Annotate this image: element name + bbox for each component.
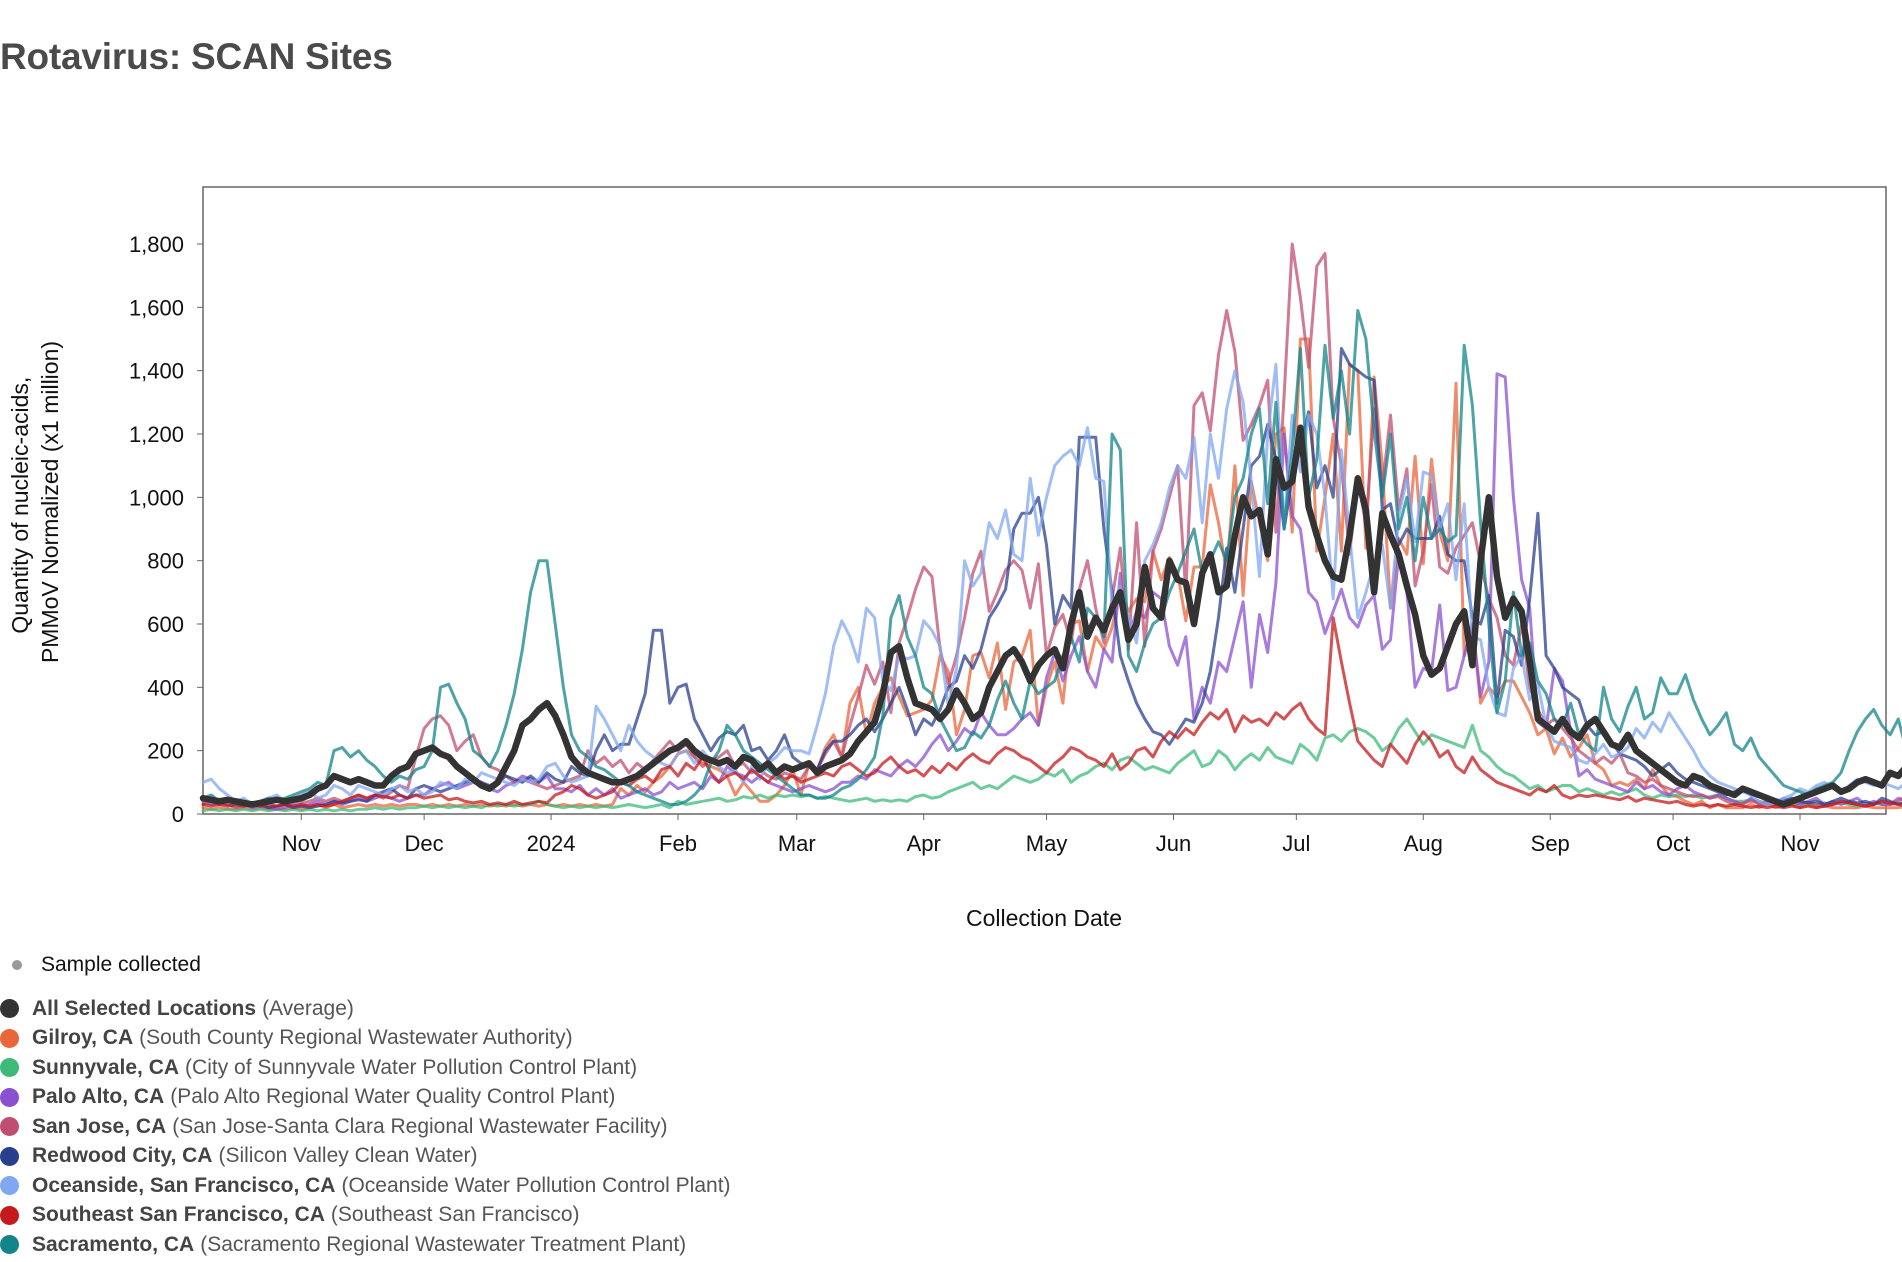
legend-item-redwood-city-ca[interactable]: Redwood City, CA (Silicon Valley Clean Wa…	[0, 1142, 731, 1172]
x-axis-ticks: Nov Dec 2024 Feb Mar Apr May Jun Jul Aug Sep Oct Nov	[282, 814, 1820, 856]
y-axis-ticks: 0 200 400 600 800 1,000 1,200 1,400 1,600 1,800	[129, 232, 203, 827]
y-tick-label: 600	[147, 612, 184, 637]
legend-item-name: Sunnyvale, CA	[32, 1055, 180, 1079]
legend-swatch-icon	[0, 1117, 19, 1137]
legend-item-desc: (Palo Alto Regional Water Quality Contro…	[170, 1085, 616, 1109]
legend-item-palo-alto-ca[interactable]: Palo Alto, CA (Palo Alto Regional Water Q…	[0, 1083, 731, 1113]
sample-collected-label: Sample collected	[41, 953, 201, 976]
chart: 0 200 400 600 800 1,000 1,200 1,400 1,600 1,800 N…	[7, 186, 1902, 931]
legend-swatch-icon	[0, 1087, 19, 1107]
legend-item-desc: (Average)	[262, 996, 354, 1020]
legend-item-desc: (Silicon Valley Clean Water)	[218, 1144, 478, 1168]
x-tick-label: Nov	[282, 831, 321, 856]
y-axis-title: Quantity of nucleic-acids, PMMoV Normali…	[7, 341, 63, 663]
y-tick-label: 0	[172, 802, 184, 827]
legend-swatch-icon	[0, 1205, 19, 1225]
x-axis-title: Collection Date	[966, 905, 1122, 931]
legend-item-gilroy-ca[interactable]: Gilroy, CA (South County Regional Wastewa…	[0, 1024, 731, 1054]
legend-items: All Selected Locations (Average) Gilroy, C…	[0, 994, 731, 1260]
y-axis-title-line-1: Quantity of nucleic-acids,	[7, 377, 33, 634]
legend-swatch-icon	[0, 1028, 19, 1048]
legend-item-name: Redwood City, CA	[32, 1144, 213, 1168]
legend-swatch-icon	[0, 1235, 19, 1255]
x-tick-label: Apr	[907, 831, 941, 856]
legend-item-name: All Selected Locations	[32, 996, 257, 1020]
legend-item-desc: (San Jose-Santa Clara Regional Wastewate…	[172, 1114, 668, 1138]
y-tick-label: 200	[147, 739, 184, 764]
legend-item-sacramento-ca[interactable]: Sacramento, CA (Sacramento Regional Waste…	[0, 1230, 731, 1260]
series-line-all-selected-locations[interactable]	[199, 424, 1902, 808]
x-tick-label: 2024	[527, 831, 576, 856]
y-tick-label: 400	[147, 675, 184, 700]
sample-dot-icon	[12, 960, 22, 970]
legend-swatch-icon	[0, 1058, 19, 1078]
legend-item-name: Sacramento, CA	[32, 1232, 195, 1256]
series-line-southeast-san-francisco-ca[interactable]	[201, 616, 1902, 810]
legend-item-san-jose-ca[interactable]: San Jose, CA (San Jose-Santa Clara Region…	[0, 1112, 731, 1142]
legend-item-all-selected-locations[interactable]: All Selected Locations (Average)	[0, 994, 731, 1024]
legend-swatch-icon	[0, 1176, 19, 1196]
series-lines	[199, 242, 1902, 813]
y-axis-title-line-2: PMMoV Normalized (x1 million)	[37, 341, 63, 663]
y-tick-label: 1,000	[129, 485, 184, 510]
x-tick-label: Nov	[1780, 831, 1819, 856]
legend-item-name: Oceanside, San Francisco, CA	[32, 1173, 336, 1197]
legend-item-name: San Jose, CA	[32, 1114, 167, 1138]
y-tick-label: 1,600	[129, 295, 184, 320]
legend-item-name: Gilroy, CA	[32, 1026, 134, 1050]
series-line-palo-alto-ca[interactable]	[201, 372, 1902, 811]
x-tick-label: Dec	[405, 831, 444, 856]
page-title: Rotavirus: SCAN Sites	[0, 36, 393, 77]
x-tick-label: Jun	[1156, 831, 1191, 856]
y-tick-label: 800	[147, 549, 184, 574]
legend-swatch-icon	[0, 999, 19, 1019]
x-tick-label: Oct	[1656, 831, 1690, 856]
x-tick-label: May	[1026, 831, 1068, 856]
sample-collected-key: Sample collected	[0, 950, 731, 980]
legend-item-sunnyvale-ca[interactable]: Sunnyvale, CA (City of Sunnyvale Water Po…	[0, 1053, 731, 1083]
legend-item-name: Southeast San Francisco, CA	[32, 1203, 325, 1227]
legend-item-desc: (Sacramento Regional Wastewater Treatmen…	[200, 1232, 687, 1256]
legend-item-desc: (City of Sunnyvale Water Pollution Contr…	[185, 1055, 638, 1079]
y-tick-label: 1,800	[129, 232, 184, 257]
legend-swatch-icon	[0, 1146, 19, 1166]
legend-item-oceanside-san-francisco-ca[interactable]: Oceanside, San Francisco, CA (Oceanside W…	[0, 1171, 731, 1201]
legend-item-desc: (Oceanside Water Pollution Control Plant…	[341, 1173, 731, 1197]
legend-item-desc: (South County Regional Wastewater Author…	[139, 1026, 573, 1050]
legend-item-southeast-san-francisco-ca[interactable]: Southeast San Francisco, CA (Southeast Sa…	[0, 1201, 731, 1231]
legend-item-desc: (Southeast San Francisco)	[330, 1203, 580, 1227]
x-tick-label: Feb	[659, 831, 697, 856]
y-tick-label: 1,400	[129, 359, 184, 384]
x-tick-label: Sep	[1531, 831, 1570, 856]
legend-item-name: Palo Alto, CA	[32, 1085, 165, 1109]
y-tick-label: 1,200	[129, 422, 184, 447]
x-tick-label: Mar	[778, 831, 816, 856]
x-tick-label: Jul	[1282, 831, 1310, 856]
x-tick-label: Aug	[1404, 831, 1443, 856]
legend: Sample collected All Selected Locations(…	[0, 950, 731, 1260]
